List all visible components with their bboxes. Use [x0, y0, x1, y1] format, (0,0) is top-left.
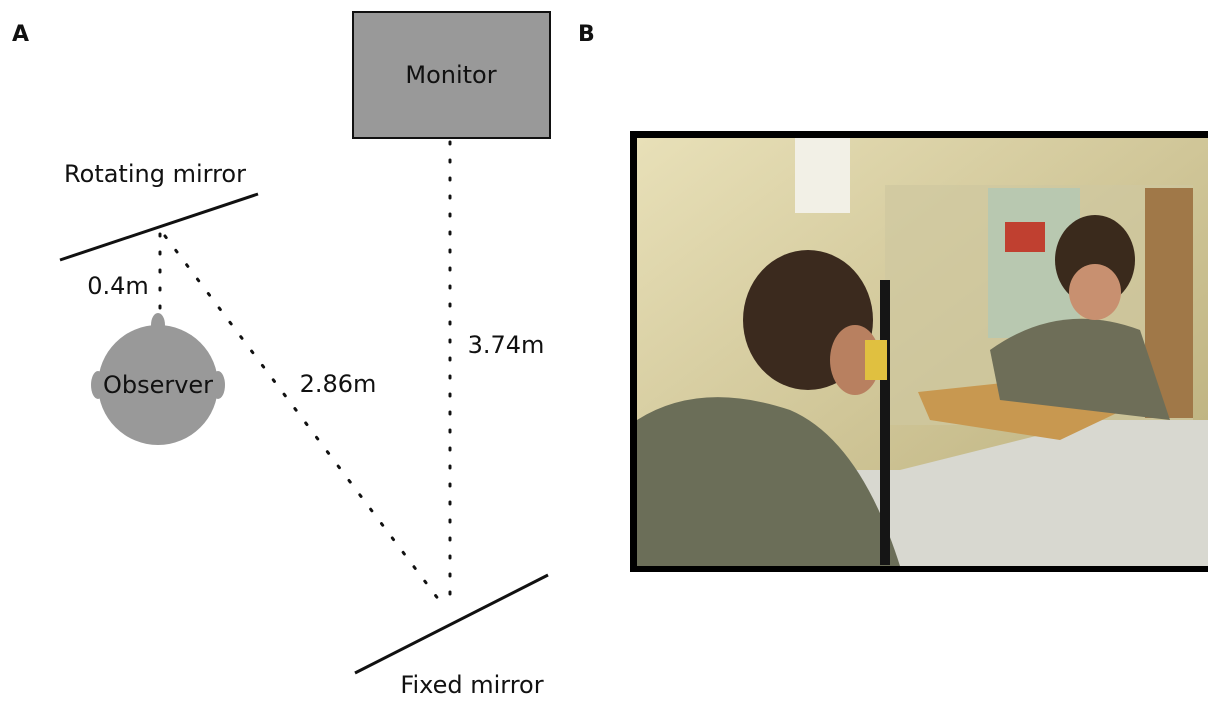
fixed-mirror-label: Fixed mirror [400, 671, 543, 699]
distance-label: 0.4m [87, 272, 149, 300]
distance-label: 3.74m [468, 331, 545, 359]
photo [630, 131, 1208, 572]
observer-label: Observer [103, 371, 213, 399]
panel-label: B [578, 22, 595, 47]
rotating-mirror [60, 194, 258, 260]
panel-label: A [12, 22, 29, 47]
monitor-label: Monitor [405, 61, 496, 89]
distance-label: 2.86m [300, 370, 377, 398]
fixed-mirror [355, 575, 548, 673]
rotating-mirror-label: Rotating mirror [64, 160, 246, 188]
light-path [165, 236, 445, 608]
figure: A B Monitor Rotating mirror Fixed mirror… [0, 0, 1208, 708]
